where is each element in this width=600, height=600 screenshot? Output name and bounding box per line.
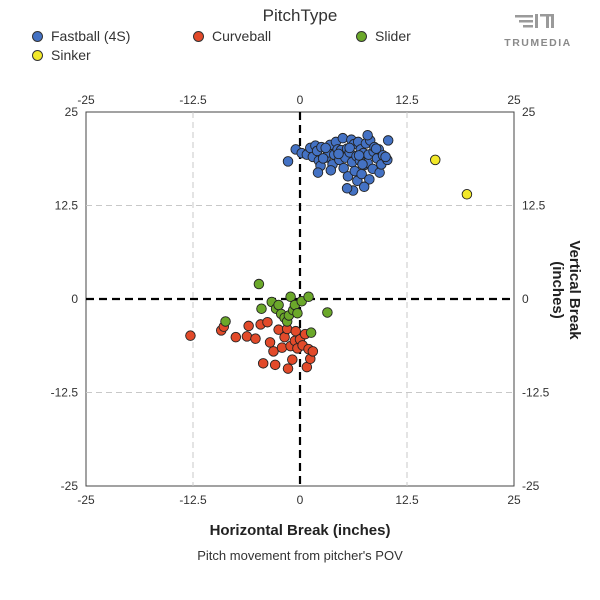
data-point-slider <box>285 291 296 303</box>
data-point-curveball <box>262 316 273 328</box>
x-tick-label-bottom: -25 <box>77 493 95 507</box>
y-tick-label-left: 0 <box>71 292 78 306</box>
legend-item-sinker[interactable]: Sinker <box>32 47 91 63</box>
data-point-curveball <box>250 333 261 344</box>
legend-title: PitchType <box>262 6 338 25</box>
legend-item-curveball[interactable]: Curveball <box>193 28 271 44</box>
data-point-curveball <box>307 346 319 357</box>
y-tick-label-right: 12.5 <box>522 199 546 213</box>
y-tick-label-right: 25 <box>522 105 536 119</box>
data-point-fastball-4s <box>380 151 391 163</box>
data-point-fastball-4s <box>358 181 370 193</box>
data-point-slider <box>273 299 284 311</box>
x-tick-label-top: 25 <box>507 93 521 107</box>
y-tick-label-left: 25 <box>65 105 79 119</box>
data-point-curveball <box>287 354 298 365</box>
data-point-fastball-4s <box>362 129 373 141</box>
data-point-curveball <box>290 325 301 337</box>
data-point-fastball-4s <box>320 142 331 154</box>
x-tick-label-top: 0 <box>297 93 304 107</box>
data-point-curveball <box>269 359 281 371</box>
data-point-curveball <box>264 337 276 348</box>
data-point-slider <box>292 307 303 319</box>
legend-swatch-curveball <box>193 30 204 42</box>
x-tick-label-top: -25 <box>77 93 95 107</box>
legend-label-curveball: Curveball <box>212 28 272 44</box>
data-point-fastball-4s <box>325 165 337 176</box>
data-point-fastball-4s <box>333 148 344 160</box>
y-tick-label-right: 0 <box>522 292 529 306</box>
data-point-curveball <box>282 363 294 374</box>
data-point-fastball-4s <box>364 174 375 185</box>
data-point-curveball <box>230 331 242 343</box>
x-tick-label-bottom: 12.5 <box>395 493 419 507</box>
data-point-slider <box>253 278 265 290</box>
legend-label-fastball: Fastball (4S) <box>51 28 131 44</box>
legend-item-fastball[interactable]: Fastball (4S) <box>32 28 130 44</box>
data-point-fastball-4s <box>370 143 382 154</box>
data-point-fastball-4s <box>353 150 365 161</box>
data-point-curveball <box>185 330 196 341</box>
data-point-curveball <box>257 358 269 369</box>
y-axis-title: Vertical Break (inches) <box>549 240 583 340</box>
data-point-fastball-4s <box>357 159 368 170</box>
y-tick-label-left: 12.5 <box>55 199 79 213</box>
data-point-slider <box>256 303 267 314</box>
data-point-sinker <box>461 189 473 200</box>
legend-label-sinker: Sinker <box>51 47 91 63</box>
x-tick-label-top: -12.5 <box>179 93 207 107</box>
legend-item-slider[interactable]: Slider <box>356 28 411 44</box>
data-point-fastball-4s <box>338 162 349 174</box>
legend-swatch-fastball <box>32 30 43 42</box>
data-point-fastball-4s <box>282 156 294 167</box>
data-point-curveball <box>268 346 279 357</box>
data-point-fastball-4s <box>337 132 349 144</box>
legend-label-slider: Slider <box>375 28 411 44</box>
data-point-fastball-4s <box>342 171 354 182</box>
trumedia-wordmark: TRUMEDIA <box>504 37 572 49</box>
x-tick-label-bottom: 0 <box>297 493 304 507</box>
x-tick-label-bottom: -12.5 <box>179 493 207 507</box>
data-point-fastball-4s <box>344 142 355 154</box>
data-point-fastball-4s <box>312 167 324 178</box>
data-point-fastball-4s <box>317 153 329 164</box>
y-tick-label-right: -12.5 <box>522 386 550 400</box>
x-axis-title: Horizontal Break (inches) <box>209 522 391 539</box>
data-point-slider <box>305 327 317 338</box>
data-point-slider <box>322 307 333 318</box>
y-tick-label-left: -25 <box>61 479 79 493</box>
data-point-curveball <box>243 320 254 332</box>
data-point-curveball <box>241 331 253 342</box>
trumedia-logo-icon <box>515 14 554 28</box>
chart-caption: Pitch movement from pitcher's POV <box>197 548 403 563</box>
data-point-sinker <box>429 154 441 166</box>
x-tick-label-top: 12.5 <box>395 93 419 107</box>
y-tick-label-right: -25 <box>522 479 540 493</box>
trumedia-logo: TRUMEDIA <box>503 12 573 49</box>
y-tick-label-left: -12.5 <box>51 386 79 400</box>
legend-swatch-slider <box>356 30 367 42</box>
data-point-curveball <box>276 342 288 353</box>
x-tick-label-bottom: 25 <box>507 493 521 507</box>
data-point-slider <box>220 316 231 327</box>
data-point-fastball-4s <box>341 183 353 194</box>
legend-swatch-sinker <box>32 49 43 61</box>
data-point-fastball-4s <box>382 135 394 146</box>
data-point-slider <box>303 291 314 303</box>
